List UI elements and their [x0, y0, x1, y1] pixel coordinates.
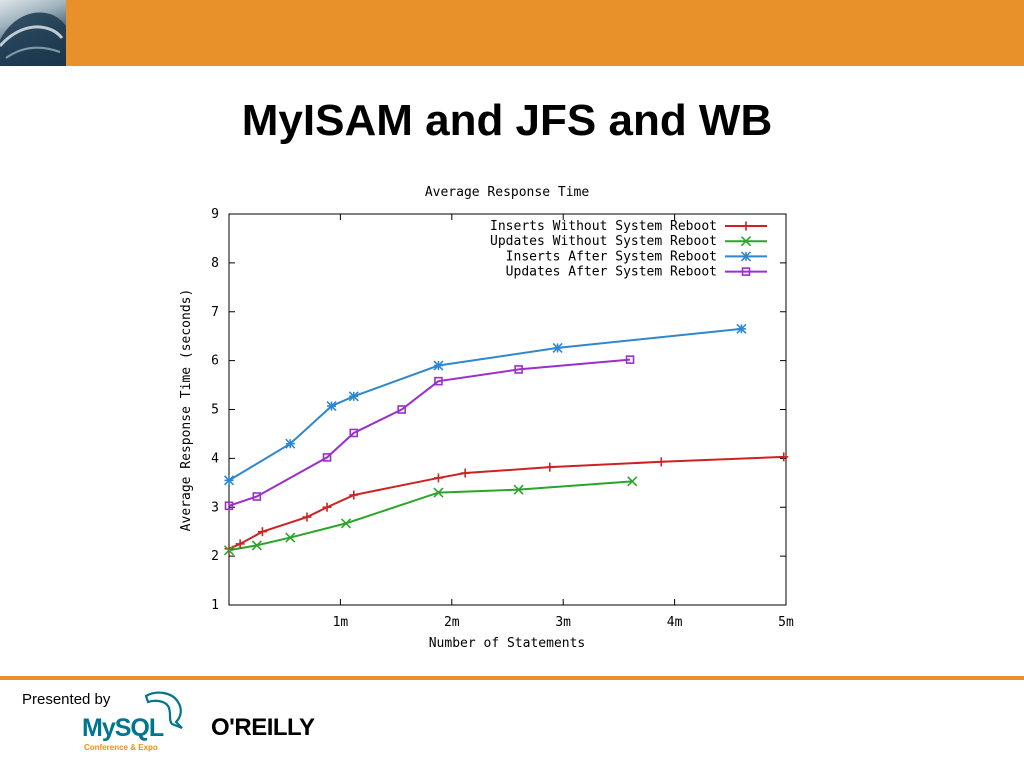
legend-marker — [741, 267, 751, 276]
series-4-point — [349, 428, 359, 438]
series-4-point — [252, 492, 262, 501]
legend-label: Inserts Without System Reboot — [490, 219, 717, 234]
series-1-point — [779, 452, 789, 462]
footer-rule — [0, 676, 1024, 680]
series-2-point — [433, 487, 444, 498]
series-4-point — [322, 453, 332, 462]
y-tick-label: 1 — [211, 598, 219, 613]
series-4-point — [514, 365, 523, 374]
series-3-point — [348, 391, 359, 402]
series-2-point — [340, 518, 352, 529]
y-tick-label: 2 — [211, 549, 219, 564]
legend-marker — [740, 251, 752, 262]
series-4-point — [397, 405, 406, 414]
mysql-logo: MySQL Conference & Expo — [80, 690, 190, 752]
oreilly-logo: O'REILLY — [211, 714, 315, 741]
series-1-point — [322, 502, 332, 512]
series-4-point — [625, 355, 635, 364]
series-2-point — [627, 476, 638, 487]
legend-label: Updates After System Reboot — [506, 265, 717, 280]
y-tick-label: 4 — [211, 451, 219, 466]
legend-label: Updates Without System Reboot — [490, 234, 717, 249]
wave-logo-icon — [0, 0, 66, 66]
mysql-logo-text: MySQL — [82, 714, 164, 742]
series-1-point — [302, 512, 312, 522]
series-1-point — [656, 457, 666, 467]
series-1-point — [224, 544, 234, 554]
legend-marker — [741, 221, 751, 231]
legend-marker — [740, 236, 752, 247]
series-2-point — [223, 545, 235, 556]
series-line-1 — [228, 455, 784, 550]
series-3-point — [552, 342, 563, 353]
y-tick-label: 7 — [211, 305, 219, 320]
x-axis-label: Number of Statements — [429, 636, 586, 651]
dolphin-icon — [144, 691, 183, 730]
x-tick-label: 3m — [555, 615, 571, 630]
legend-label: Inserts After System Reboot — [506, 249, 717, 264]
presented-by-label: Presented by — [22, 691, 111, 708]
y-tick-label: 6 — [211, 354, 219, 369]
chart-title: Average Response Time — [425, 185, 590, 200]
series-1-point — [349, 490, 359, 500]
series-1-point — [545, 462, 555, 472]
series-2-point — [513, 484, 524, 495]
series-3-point — [433, 360, 444, 371]
y-tick-label: 8 — [211, 256, 219, 271]
series-2-point — [285, 532, 296, 543]
series-line-4 — [228, 358, 631, 507]
series-3-point — [223, 475, 235, 486]
series-1-point — [433, 473, 443, 483]
y-tick-label: 5 — [211, 403, 219, 418]
y-axis-label: Average Response Time (seconds) — [179, 289, 194, 532]
series-3-point — [736, 323, 747, 334]
x-tick-label: 2m — [444, 615, 460, 630]
series-line-3 — [228, 327, 742, 482]
slide-title: MyISAM and JFS and WB — [241, 96, 773, 145]
x-tick-label: 4m — [667, 615, 683, 630]
series-line-2 — [228, 480, 633, 552]
series-1-point — [257, 527, 267, 537]
series-1-point — [235, 539, 245, 549]
y-tick-label: 9 — [211, 207, 219, 222]
series-3-point — [285, 438, 296, 449]
mysql-logo-subtext: Conference & Expo — [84, 743, 158, 752]
x-tick-label: 1m — [333, 615, 349, 630]
series-1-point — [460, 468, 470, 478]
series-2-point — [251, 540, 262, 551]
series-3-point — [326, 401, 337, 412]
top-banner — [0, 0, 1024, 66]
series-4-point — [224, 501, 234, 511]
x-tick-label: 5m — [778, 615, 794, 630]
y-tick-label: 3 — [211, 500, 219, 515]
series-4-point — [434, 376, 443, 386]
